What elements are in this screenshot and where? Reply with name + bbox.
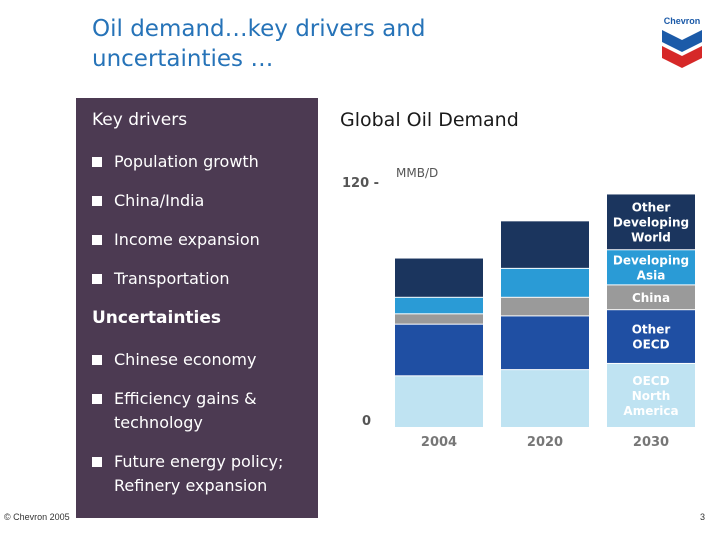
x-tick-2030: 2030 — [633, 435, 669, 450]
bar-segment-2030-2 — [607, 285, 695, 310]
key-drivers-panel: Key drivers Population growth China/Indi… — [76, 98, 318, 518]
bar-segment-2004-3 — [395, 297, 483, 314]
chart-title: Global Oil Demand — [340, 109, 519, 131]
x-axis-ticks: 2004 2020 2030 — [421, 435, 669, 450]
uncertainty-text: Chinese economy — [114, 350, 257, 369]
key-driver-item: Income expansion — [92, 228, 316, 252]
y-tick-zero: 0 — [362, 414, 371, 429]
page-number: 3 — [700, 512, 706, 522]
key-drivers-list: Population growth China/India Income exp… — [92, 150, 316, 291]
bar-segment-2004-1 — [395, 324, 483, 376]
chevron-logo: Chevron — [656, 16, 708, 72]
uncertainty-item: Chinese economy — [92, 348, 316, 372]
bullet-square-icon — [92, 457, 102, 467]
bar-segment-2004-2 — [395, 314, 483, 324]
bar-segment-2020-4 — [501, 221, 589, 268]
bullet-square-icon — [92, 196, 102, 206]
stacked-bars — [395, 194, 695, 427]
uncertainty-text-continued: Refinery expansion — [114, 476, 268, 495]
bar-segment-2030-0 — [607, 363, 695, 427]
key-driver-text: Income expansion — [114, 230, 260, 249]
bar-segment-2030-3 — [607, 250, 695, 285]
key-drivers-heading: Key drivers — [92, 110, 188, 130]
bar-segment-2030-1 — [607, 310, 695, 363]
series-label-1: Other — [632, 323, 671, 337]
series-label-0: America — [623, 404, 678, 418]
uncertainties-list: Chinese economy Efficiency gains & techno… — [92, 348, 316, 498]
key-driver-item: China/India — [92, 189, 316, 213]
series-label-4: Developing — [613, 215, 689, 229]
bar-segment-2004-0 — [395, 376, 483, 427]
slide-title: Oil demand…key drivers and uncertainties… — [92, 14, 562, 74]
copyright-footer: © Chevron 2005 — [4, 512, 70, 522]
key-driver-item: Population growth — [92, 150, 316, 174]
series-label-4: Other — [632, 200, 671, 214]
uncertainties-heading: Uncertainties — [92, 308, 222, 328]
chevron-emblem-icon — [662, 30, 702, 68]
key-driver-text: Population growth — [114, 152, 259, 171]
series-label-2: China — [632, 291, 670, 305]
bar-segment-2020-2 — [501, 297, 589, 316]
series-label-1: OECD — [632, 338, 669, 352]
uncertainty-item: Efficiency gains & technology — [92, 387, 316, 435]
series-label-4: World — [631, 230, 671, 244]
uncertainty-text: Future energy policy; — [114, 452, 284, 471]
series-label-3: Developing — [613, 253, 689, 267]
series-label-0: OECD — [632, 374, 669, 388]
key-driver-text: Transportation — [114, 269, 230, 288]
bar-segment-2020-0 — [501, 370, 589, 427]
x-tick-2020: 2020 — [527, 435, 563, 450]
series-label-3: Asia — [637, 268, 666, 282]
chevron-logo-text: Chevron — [663, 16, 701, 26]
key-driver-text: China/India — [114, 191, 205, 210]
series-labels: OECDNorthAmericaOtherOECDChinaDeveloping… — [613, 200, 689, 418]
key-driver-item: Transportation — [92, 267, 316, 291]
bullet-square-icon — [92, 274, 102, 284]
bar-segment-2020-3 — [501, 268, 589, 297]
uncertainty-text-continued: technology — [114, 413, 203, 432]
x-tick-2004: 2004 — [421, 435, 457, 450]
bar-segment-2004-4 — [395, 258, 483, 297]
slide-title-line-1: Oil demand…key drivers and — [92, 16, 426, 42]
y-axis-unit-label: MMB/D — [396, 166, 438, 180]
bullet-square-icon — [92, 157, 102, 167]
bullet-square-icon — [92, 235, 102, 245]
slide-title-line-2: uncertainties … — [92, 46, 274, 72]
bar-segment-2020-1 — [501, 316, 589, 370]
series-label-0: North — [632, 389, 670, 403]
bar-segment-2030-4 — [607, 194, 695, 250]
y-tick-max: 120 - — [342, 176, 379, 191]
bullet-square-icon — [92, 394, 102, 404]
uncertainty-text: Efficiency gains & — [114, 389, 257, 408]
uncertainty-item: Future energy policy; Refinery expansion — [92, 450, 316, 498]
bullet-square-icon — [92, 355, 102, 365]
global-oil-demand-chart: Global Oil Demand MMB/D 120 - 0 2004 2020… — [340, 109, 695, 450]
